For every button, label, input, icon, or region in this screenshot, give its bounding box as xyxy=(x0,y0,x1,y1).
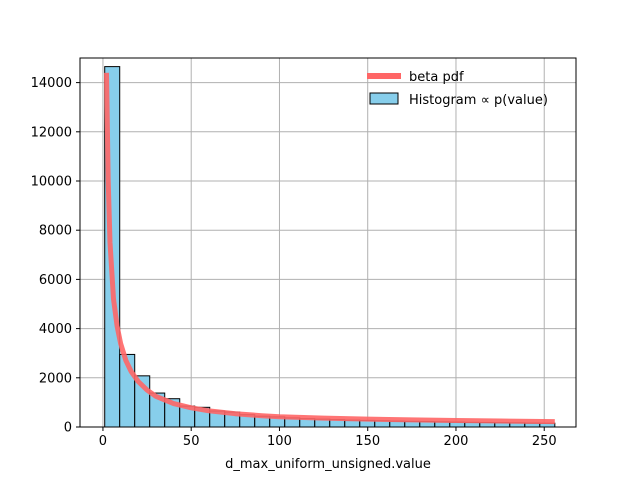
x-tick-label: 0 xyxy=(99,434,107,449)
legend-label-beta-pdf: beta pdf xyxy=(409,70,464,85)
x-tick-label: 200 xyxy=(444,434,469,449)
x-tick-label: 150 xyxy=(355,434,380,449)
legend: beta pdf Histogram ∝ p(value) xyxy=(367,70,548,108)
y-tick-label: 4000 xyxy=(39,322,72,337)
y-tick-label: 12000 xyxy=(31,125,72,140)
pdf-line-layer xyxy=(104,72,555,425)
legend-label-histogram: Histogram ∝ p(value) xyxy=(409,93,548,108)
y-tick-label: 8000 xyxy=(39,224,72,239)
x-axis-label: d_max_uniform_unsigned.value xyxy=(225,457,431,472)
grid xyxy=(80,58,576,428)
y-tick-label: 0 xyxy=(64,421,72,436)
y-tick-label: 2000 xyxy=(39,371,72,386)
y-tick-label: 14000 xyxy=(31,76,72,91)
y-tick-label: 10000 xyxy=(31,175,72,190)
plot-frame xyxy=(79,57,577,428)
legend-patch-swatch xyxy=(369,92,399,105)
y-tick-label: 6000 xyxy=(39,273,72,288)
beta-pdf-line xyxy=(104,72,555,425)
x-tick-label: 50 xyxy=(183,434,200,449)
x-tick-label: 250 xyxy=(532,434,557,449)
axis-ticks: 0 50 100 150 200 250 0 2000 4000 6000 8000 10000 120… xyxy=(31,76,557,449)
x-tick-label: 100 xyxy=(267,434,292,449)
